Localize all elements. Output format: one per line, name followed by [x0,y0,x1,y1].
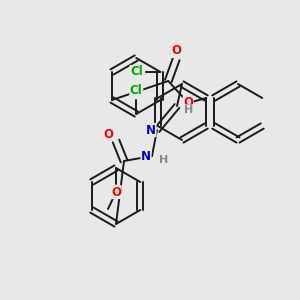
Text: O: O [183,97,193,110]
Text: H: H [159,155,169,165]
Text: O: O [103,128,113,140]
Text: N: N [146,124,156,136]
Text: Cl: Cl [130,85,142,98]
Text: Cl: Cl [130,65,143,79]
Text: O: O [171,44,181,58]
Text: H: H [184,105,194,115]
Text: N: N [141,149,151,163]
Text: O: O [111,185,121,199]
